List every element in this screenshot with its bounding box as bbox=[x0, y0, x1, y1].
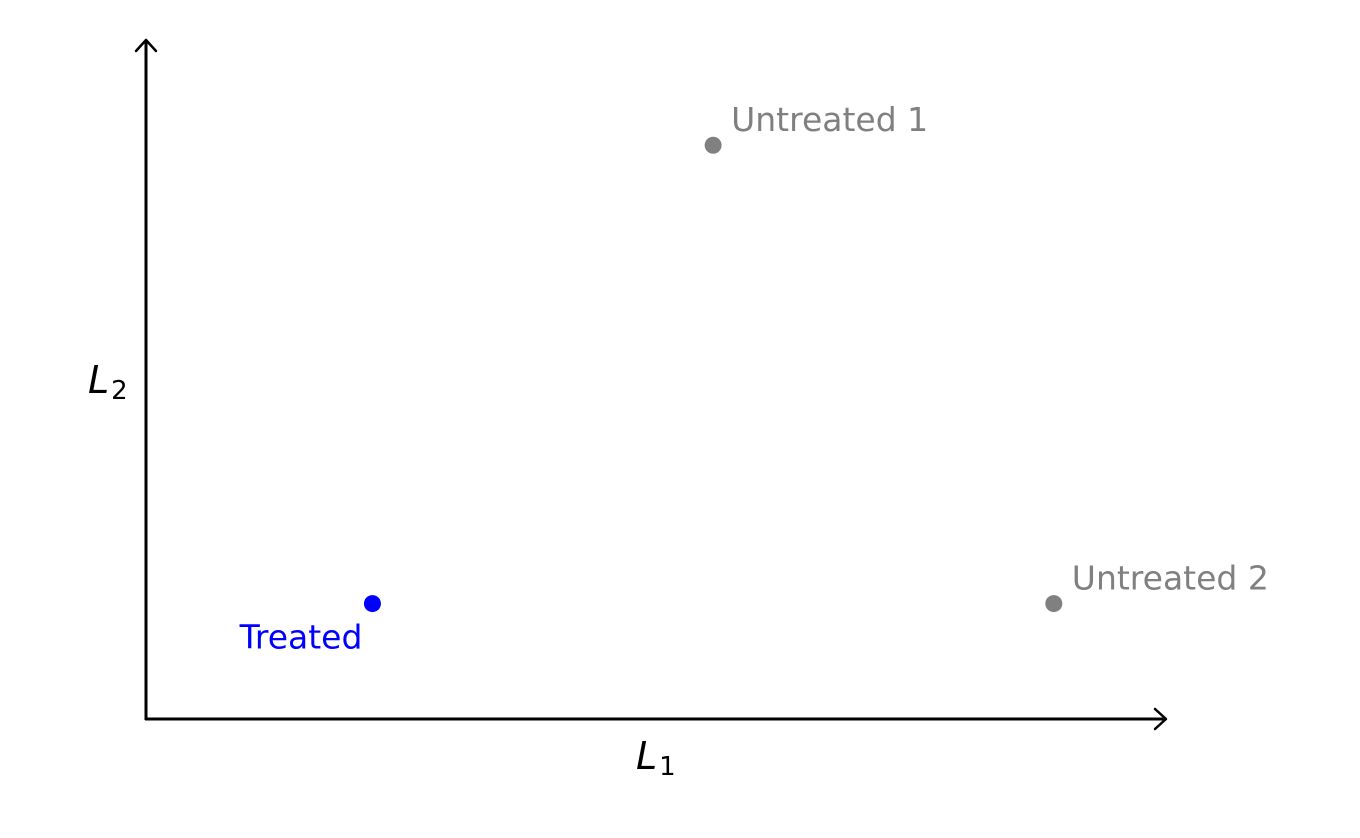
point-label-untreated-1: Untreated 1 bbox=[731, 100, 928, 139]
y-axis-label-main: L bbox=[88, 358, 109, 402]
point-label-untreated-2: Untreated 2 bbox=[1072, 559, 1269, 598]
point-untreated-1 bbox=[704, 136, 722, 154]
y-axis-label-subscript: 2 bbox=[111, 376, 128, 406]
x-axis-label: L1 bbox=[636, 734, 676, 782]
point-label-treated: Treated bbox=[239, 618, 363, 657]
x-axis-label-subscript: 1 bbox=[659, 752, 676, 782]
y-axis-label: L2 bbox=[88, 358, 128, 406]
x-axis-arrowhead bbox=[1153, 707, 1168, 731]
point-treated bbox=[363, 595, 381, 613]
x-axis-label-main: L bbox=[636, 734, 657, 778]
point-untreated-2 bbox=[1045, 595, 1063, 613]
data-points: Untreated 1 Untreated 2 Treated bbox=[239, 100, 1269, 656]
y-axis-arrowhead bbox=[134, 38, 158, 53]
